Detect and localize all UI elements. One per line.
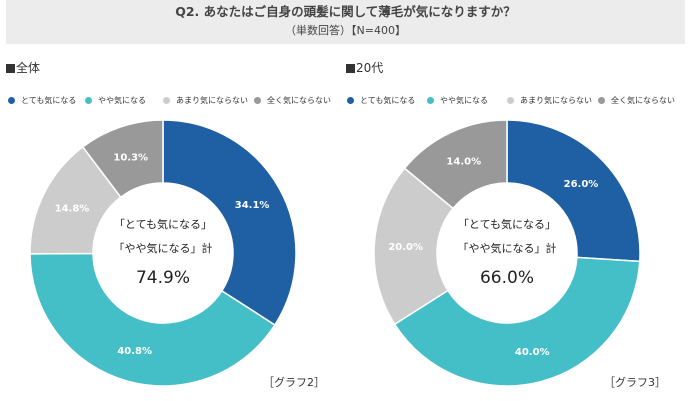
data-label: 20.0% (388, 242, 423, 253)
pie-slice (81, 119, 164, 199)
pie-slice (29, 252, 276, 387)
legend-item: とても気になる (347, 95, 415, 107)
pie-slice (506, 119, 641, 263)
legend-item: やや気になる (85, 95, 146, 107)
legend-item: やや気になる (427, 95, 488, 107)
chart-1-label: 全体 (6, 59, 40, 76)
legend-label: あまり気にならない (520, 96, 592, 105)
legend-item: あまり気にならない (507, 95, 592, 107)
legend-label: 全く気にならない (267, 96, 331, 105)
data-label: 14.0% (446, 157, 481, 168)
chart-subtitle: （単数回答）【N=400】 (285, 24, 406, 37)
center-total: 66.0% (480, 268, 534, 288)
legend-dot-icon (347, 96, 354, 104)
data-label: 14.8% (55, 204, 90, 215)
legend-item: あまり気にならない (163, 95, 248, 107)
legend-dot-icon (8, 96, 15, 104)
legend-dot-icon (427, 96, 434, 104)
legend-label: 全く気にならない (611, 96, 675, 105)
pie-chart-overall: 34.1% 40.8% 14.8% 10.3% 「とても気になる」「やや気になる」計 74… (29, 119, 297, 387)
legend-item: とても気になる (8, 95, 76, 107)
pie-slice (373, 167, 455, 326)
chart-2-title: 20代 (356, 61, 384, 75)
graph-tag-3: ［グラフ3］ (604, 376, 666, 389)
legend-dot-icon (598, 96, 605, 104)
chart-2-label: 20代 (346, 59, 383, 76)
pie-slice (403, 119, 508, 210)
chart-title: Q2. あなたはご自身の頭髪に関して薄毛が気になりますか？ (175, 4, 516, 19)
data-label: 10.3% (113, 152, 148, 163)
center-caption: 「やや気になる」計 (114, 241, 213, 255)
legend-dot-icon (163, 96, 170, 104)
legend-dot-icon (85, 96, 92, 104)
legend-item: 全く気にならない (254, 95, 331, 107)
legend-dot-icon (254, 96, 261, 104)
data-label: 34.1% (235, 200, 270, 211)
square-icon (346, 63, 355, 73)
data-label: 40.8% (117, 346, 152, 357)
pie-slice (393, 256, 641, 387)
legend-label: あまり気にならない (176, 96, 248, 105)
pie-chart-20s: 26.0% 40.0% 20.0% 14.0% 「とても気になる」「やや気になる」計 66… (373, 119, 641, 387)
center-caption: 「とても気になる」 (458, 217, 556, 231)
center-caption: 「とても気になる」 (114, 217, 212, 231)
legend-label: やや気になる (440, 96, 488, 105)
legend-label: とても気になる (360, 96, 416, 105)
data-label: 26.0% (564, 179, 599, 190)
chart-1-title: 全体 (16, 61, 41, 75)
pie-slice (162, 119, 297, 327)
graph-tag-2: ［グラフ2］ (263, 376, 325, 389)
data-label: 40.0% (515, 347, 550, 358)
legend-label: やや気になる (98, 96, 146, 105)
center-caption: 「やや気になる」計 (458, 241, 557, 255)
chart-header: Q2. あなたはご自身の頭髪に関して薄毛が気になりますか？ （単数回答）【N=4… (6, 0, 685, 44)
square-icon (6, 63, 15, 73)
legend-item: 全く気にならない (598, 95, 675, 107)
center-total: 74.9% (136, 268, 190, 288)
legend-label: とても気になる (21, 96, 77, 105)
legend-dot-icon (507, 96, 514, 104)
